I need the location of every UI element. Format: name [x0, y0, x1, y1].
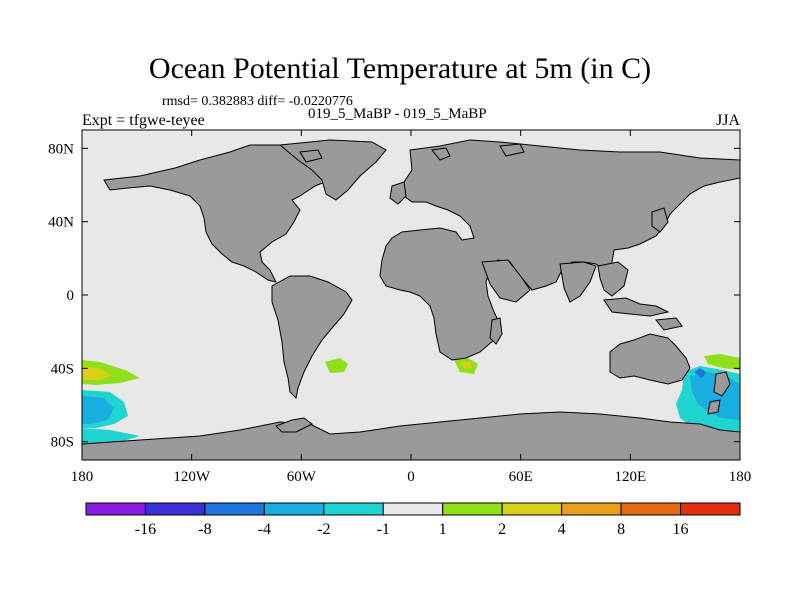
lon-tick-label: 60E	[509, 469, 533, 485]
land-madagascar	[489, 317, 503, 345]
plot-title: Ocean Potential Temperature at 5m (in C)	[148, 52, 652, 85]
land-masses	[82, 139, 740, 460]
anomaly-region-south-atlantic	[325, 358, 348, 373]
colorbar-swatch	[561, 502, 622, 516]
land-uk	[389, 181, 407, 205]
lat-tick-label: 40S	[51, 361, 74, 377]
colorbar-swatch	[620, 502, 682, 516]
latitude-axis: 80N 40N 0 40S 80S	[48, 141, 740, 451]
colorbar-swatch	[501, 502, 563, 516]
lon-tick-label: 120W	[173, 469, 211, 485]
colorbar-label: 2	[498, 521, 506, 538]
lat-tick-label: 80N	[48, 141, 74, 157]
land-indonesia	[603, 297, 670, 317]
colorbar-swatch	[442, 502, 503, 516]
land-antarctica	[82, 411, 740, 460]
anomaly-region-tasman	[704, 354, 740, 370]
colorbar-label: -2	[317, 521, 330, 538]
lon-tick-label: 180	[71, 469, 94, 485]
lat-tick-label: 80S	[51, 435, 74, 451]
lon-tick-label: 0	[407, 469, 415, 485]
land-antarctic-peninsula	[275, 417, 313, 433]
land-india	[559, 261, 597, 303]
longitude-axis: 180 120W 60W 0 60E 120E 180	[71, 130, 752, 485]
lat-tick-label: 40N	[48, 215, 74, 231]
colorbar-label: -16	[135, 521, 156, 538]
colorbar-label: 4	[558, 521, 566, 538]
anomaly-region-pacific-southwest-core	[82, 366, 112, 380]
colorbar-label: 16	[673, 521, 689, 538]
colorbar-label: -8	[198, 521, 211, 538]
land-south-america	[271, 275, 353, 400]
colorbar-label: -1	[377, 521, 390, 538]
anomaly-region-agulhas-core	[460, 362, 472, 369]
lon-tick-label: 60W	[287, 469, 317, 485]
land-arctic-islands	[299, 143, 525, 163]
land-southeast-asia	[597, 261, 629, 297]
case-label: 019_5_MaBP - 019_5_MaBP	[308, 106, 487, 122]
season-label: JJA	[716, 112, 741, 129]
colorbar-swatch	[204, 502, 265, 516]
land-eurasia-africa	[379, 139, 740, 361]
colorbar-label: 1	[439, 521, 447, 538]
colorbar-label: -4	[258, 521, 271, 538]
experiment-label: Expt = tfgwe-teyee	[82, 112, 205, 129]
colorbar-label: 8	[617, 521, 625, 538]
rmsd-diff-stats: rmsd= 0.382883 diff= -0.0220776	[162, 94, 353, 109]
colorbar-swatch	[85, 502, 146, 516]
colorbar-swatch	[263, 502, 325, 516]
land-new-guinea	[655, 317, 683, 331]
anomaly-region-southern-ocean-east-coldest	[694, 368, 706, 378]
colorbar: -16 -8 -4 -2 -1 1 2 4 8 16	[85, 502, 741, 538]
colorbar-swatch	[323, 502, 384, 516]
colorbar-swatch	[144, 502, 206, 516]
land-japan	[651, 207, 669, 233]
colorbar-swatch	[382, 502, 444, 516]
land-australia	[609, 333, 691, 385]
lon-tick-label: 120E	[614, 469, 646, 485]
land-new-zealand	[707, 371, 731, 415]
anomaly-region-antarctic-pacific	[82, 428, 140, 444]
colorbar-swatch	[680, 502, 741, 516]
land-arabia	[481, 259, 531, 303]
land-svalbard	[431, 147, 451, 161]
lon-tick-label: 180	[729, 469, 752, 485]
lat-tick-label: 0	[67, 288, 75, 304]
anomaly-region-southern-pacific-cooler	[82, 396, 114, 424]
